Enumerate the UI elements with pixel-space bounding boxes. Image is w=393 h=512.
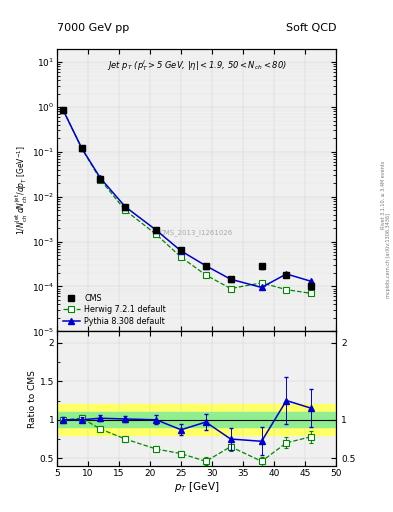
Text: CMS_2013_I1261026: CMS_2013_I1261026 xyxy=(160,229,233,236)
Y-axis label: $1/N_\mathrm{ch}^\mathrm{jet}\,dN_\mathrm{ch}^\mathrm{jet}/dp_T\;[\mathrm{GeV}^{: $1/N_\mathrm{ch}^\mathrm{jet}\,dN_\mathr… xyxy=(14,145,30,235)
Y-axis label: Ratio to CMS: Ratio to CMS xyxy=(28,370,37,428)
Legend: CMS, Herwig 7.2.1 default, Pythia 8.308 default: CMS, Herwig 7.2.1 default, Pythia 8.308 … xyxy=(61,292,168,327)
X-axis label: $p_T$ [GeV]: $p_T$ [GeV] xyxy=(174,480,219,495)
Text: 7000 GeV pp: 7000 GeV pp xyxy=(57,23,129,33)
Text: Rivet 3.1.10, ≥ 3.4M events: Rivet 3.1.10, ≥ 3.4M events xyxy=(381,160,386,229)
Text: mcplots.cern.ch [arXiv:1306.3436]: mcplots.cern.ch [arXiv:1306.3436] xyxy=(386,214,391,298)
Text: Soft QCD: Soft QCD xyxy=(286,23,336,33)
Text: Jet $p_T$ ($p_T^l$$>$5 GeV, $|\eta|<$1.9, 50$<N_{ch}<$80): Jet $p_T$ ($p_T^l$$>$5 GeV, $|\eta|<$1.9… xyxy=(107,58,286,73)
